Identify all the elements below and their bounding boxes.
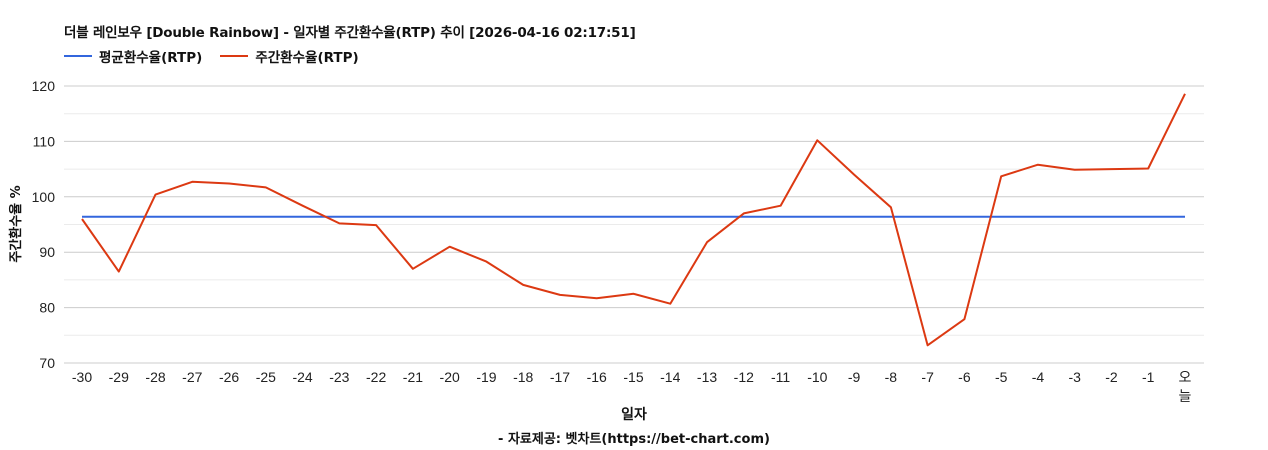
x-tick-label: -3 bbox=[1068, 369, 1081, 385]
x-tick-label: -24 bbox=[292, 369, 312, 385]
legend-swatch-weekly bbox=[220, 55, 249, 57]
x-tick-label: -27 bbox=[182, 369, 202, 385]
x-tick-label: -21 bbox=[403, 369, 423, 385]
legend-label-weekly: 주간환수율(RTP) bbox=[255, 50, 359, 66]
chart-legend: 평균환수율(RTP) 주간환수율(RTP) bbox=[64, 46, 377, 66]
legend-item-average-rtp[interactable]: 평균환수율(RTP) bbox=[64, 46, 202, 66]
x-tick-label: -29 bbox=[109, 369, 129, 385]
x-tick-label: -7 bbox=[921, 369, 934, 385]
x-tick-label: -10 bbox=[807, 369, 827, 385]
x-tick-label: -2 bbox=[1105, 369, 1118, 385]
x-tick-label: -30 bbox=[72, 369, 92, 385]
x-tick-label: -23 bbox=[329, 369, 349, 385]
x-tick-label: -9 bbox=[848, 369, 861, 385]
y-tick-label: 100 bbox=[32, 189, 56, 205]
y-tick-label: 110 bbox=[33, 133, 56, 149]
legend-item-weekly-rtp[interactable]: 주간환수율(RTP) bbox=[220, 46, 359, 66]
x-tick-label: -11 bbox=[771, 369, 790, 385]
x-tick-label: -17 bbox=[550, 369, 570, 385]
x-axis-ticks: -30 -29 -28 -27 -26 -25 -24 -23 -22 -21 -20 -19 -18 -… bbox=[72, 369, 1192, 404]
x-tick-label: 오 bbox=[1179, 369, 1192, 385]
y-tick-label: 120 bbox=[32, 78, 56, 94]
x-tick-label: -1 bbox=[1142, 369, 1155, 385]
x-tick-label: -28 bbox=[145, 369, 165, 385]
x-tick-label: -26 bbox=[219, 369, 239, 385]
x-tick-label: -6 bbox=[958, 369, 971, 385]
x-tick-label: -5 bbox=[995, 369, 1008, 385]
y-axis-label: 주간환수율 % bbox=[8, 185, 24, 262]
x-tick-label: -4 bbox=[1032, 369, 1045, 385]
x-tick-label: -18 bbox=[513, 369, 533, 385]
y-tick-label: 90 bbox=[39, 244, 55, 260]
data-source-credit: - 자료제공: 벳차트(https://bet-chart.com) bbox=[498, 432, 770, 447]
y-tick-label: 70 bbox=[39, 355, 55, 371]
y-axis-ticks: 70 80 90 100 110 120 bbox=[32, 78, 56, 371]
y-tick-label: 80 bbox=[39, 300, 55, 316]
x-tick-label: -19 bbox=[476, 369, 496, 385]
x-tick-label: -15 bbox=[623, 369, 643, 385]
weekly-rtp-line bbox=[81, 93, 1186, 347]
x-tick-label: -12 bbox=[734, 369, 754, 385]
x-tick-label: -25 bbox=[256, 369, 276, 385]
x-tick-label: 늘 bbox=[1179, 388, 1192, 404]
x-tick-label: -13 bbox=[697, 369, 717, 385]
gridlines bbox=[64, 85, 1204, 364]
x-tick-label: -8 bbox=[885, 369, 898, 385]
legend-swatch-average bbox=[64, 55, 92, 57]
x-tick-label: -14 bbox=[660, 369, 680, 385]
x-axis-label: 일자 bbox=[621, 407, 647, 423]
chart-title: 더블 레인보우 [Double Rainbow] - 일자별 주간환수율(RTP… bbox=[64, 25, 636, 41]
x-tick-label: -22 bbox=[366, 369, 386, 385]
x-tick-label: -20 bbox=[440, 369, 460, 385]
legend-label-average: 평균환수율(RTP) bbox=[99, 50, 203, 66]
x-tick-label: -16 bbox=[587, 369, 607, 385]
